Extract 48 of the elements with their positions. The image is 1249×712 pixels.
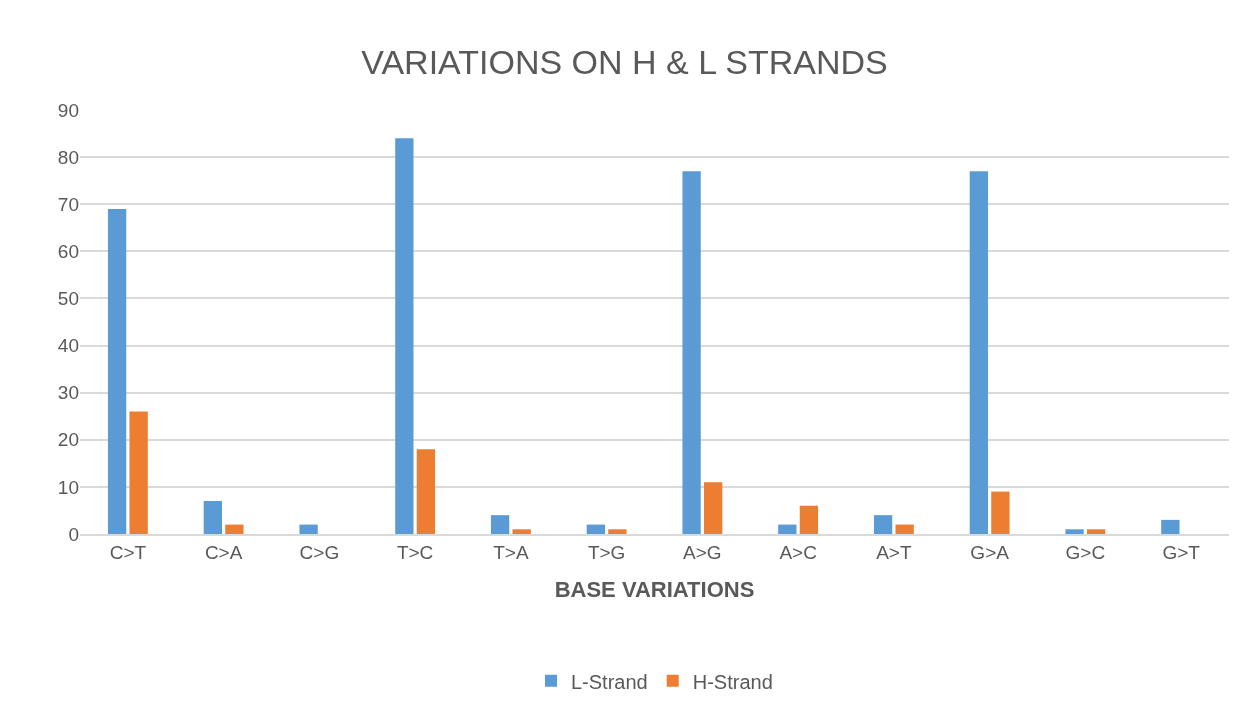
legend-label: L-Strand xyxy=(571,670,648,693)
bar xyxy=(969,171,989,534)
x-tick-label: A>T xyxy=(876,541,912,563)
x-axis-title: BASE VARIATIONS xyxy=(554,577,755,603)
bar xyxy=(1065,529,1084,534)
y-tick-label: 90 xyxy=(57,99,79,121)
x-tick-label: C>G xyxy=(299,541,340,563)
x-tick-label: C>T xyxy=(109,541,147,563)
legend-label: H-Strand xyxy=(692,670,773,693)
x-tick-label: G>T xyxy=(1162,541,1201,563)
y-tick-label: 20 xyxy=(57,429,79,451)
bar xyxy=(1086,529,1106,534)
bar xyxy=(512,529,531,534)
y-tick-label: 30 xyxy=(57,382,79,404)
bar xyxy=(203,501,223,534)
x-tick-label: G>C xyxy=(1065,541,1106,563)
chart-title: VARIATIONS ON H & L STRANDS xyxy=(361,42,888,81)
bar xyxy=(299,524,318,534)
bar xyxy=(991,491,1010,534)
bar xyxy=(416,449,436,534)
x-tick-label: C>A xyxy=(204,541,243,563)
x-tick-label: A>C xyxy=(779,541,817,563)
x-tick-label: T>C xyxy=(396,541,434,563)
bar xyxy=(682,171,701,534)
bar xyxy=(395,138,414,534)
y-tick-label: 0 xyxy=(68,523,79,545)
y-tick-label: 10 xyxy=(57,476,79,498)
y-tick-label: 50 xyxy=(57,288,79,310)
bar xyxy=(799,505,819,534)
bar xyxy=(778,524,797,534)
bar xyxy=(895,524,914,534)
bar xyxy=(490,515,510,534)
x-tick-label: G>A xyxy=(970,541,1010,563)
y-tick-label: 80 xyxy=(57,146,79,168)
bar xyxy=(129,411,148,534)
bar xyxy=(703,482,723,534)
bar xyxy=(586,524,606,534)
x-tick-label: T>G xyxy=(587,541,626,563)
bar xyxy=(107,208,127,534)
y-tick-label: 70 xyxy=(57,193,79,215)
y-tick-label: 40 xyxy=(57,335,79,357)
bar xyxy=(608,529,627,534)
bar xyxy=(873,515,893,534)
y-tick-label: 60 xyxy=(57,240,79,262)
bar xyxy=(225,524,244,534)
x-tick-label: A>G xyxy=(683,541,722,563)
bar xyxy=(1161,519,1180,534)
x-tick-label: T>A xyxy=(493,541,529,563)
